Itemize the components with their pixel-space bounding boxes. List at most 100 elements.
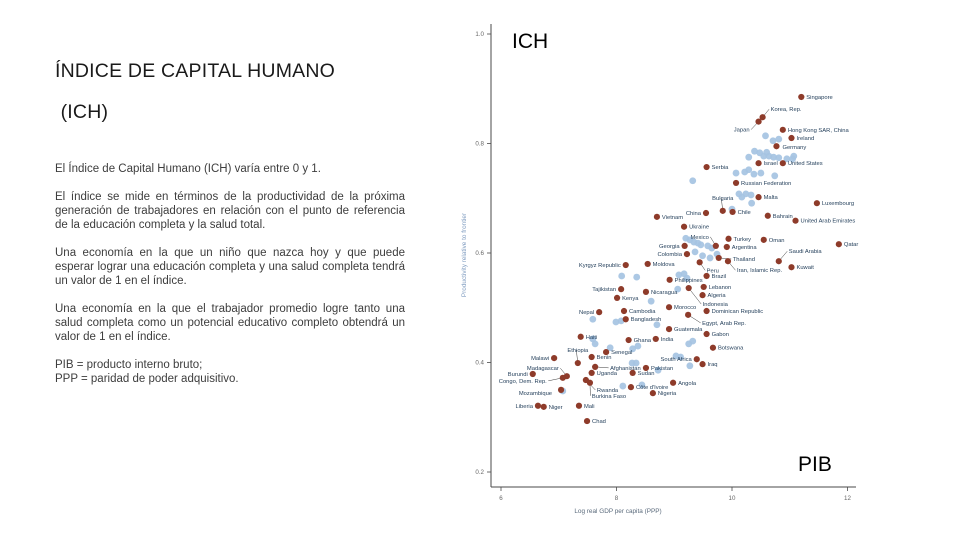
y-tick-label: 0.2 xyxy=(475,469,484,476)
country-dot-vietnam xyxy=(653,213,661,220)
country-label: Bulgaria xyxy=(712,196,734,202)
country-label: Bahrain xyxy=(773,214,793,220)
country-label: Oman xyxy=(769,238,785,244)
country-dot-guatemala xyxy=(665,326,673,333)
country-label: Lebanon xyxy=(709,285,732,291)
country-dot-chad xyxy=(583,417,591,425)
country-label: Malta xyxy=(764,195,779,201)
country-dot-tajikistan xyxy=(618,286,625,293)
scatter-plot-svg: 0.2 0.4 0.6 0.8 1.0 6 8 10 12 Log real GDP per ca… xyxy=(461,24,859,515)
country-label: Colombia xyxy=(657,252,682,258)
country-label: Indonesia xyxy=(703,302,729,308)
country-label: Afghanistan xyxy=(610,366,641,372)
country-label: Thailand xyxy=(733,257,755,263)
country-dot-egypt-arab-rep xyxy=(685,311,692,318)
unlabeled-country-dot xyxy=(771,172,779,180)
country-dot-mozambique xyxy=(557,386,565,393)
country-label: Bangladesh xyxy=(631,317,662,323)
country-dot-benin xyxy=(588,353,595,361)
country-dot-bulgaria xyxy=(719,207,726,214)
country-label: Liberia xyxy=(516,404,534,410)
unlabeled-country-dot xyxy=(591,340,599,348)
unlabeled-country-dot xyxy=(697,241,705,249)
leader-line xyxy=(688,287,702,305)
country-label: Burkina Faso xyxy=(592,394,626,400)
country-dot-ghana xyxy=(625,336,632,344)
country-label: Japan xyxy=(734,128,750,134)
x-tick-label: 10 xyxy=(729,495,736,502)
country-dot-dominican-republic xyxy=(703,307,710,315)
country-label: Kyrgyz Republic xyxy=(579,263,621,269)
country-dot-argentina xyxy=(723,243,730,251)
country-dot-india xyxy=(652,335,659,343)
country-label: Argentina xyxy=(732,245,758,251)
unlabeled-country-dot xyxy=(683,274,691,282)
unlabeled-country-dot xyxy=(747,191,755,199)
country-label: United States xyxy=(788,161,823,167)
country-label: Turkey xyxy=(734,237,752,243)
country-dot-germany xyxy=(773,143,780,150)
country-dot-united-arab-emirates xyxy=(792,217,799,224)
country-label: Korea, Rep. xyxy=(771,107,802,113)
y-tick-label: 1.0 xyxy=(475,31,484,38)
country-dot-iran-islamic-rep xyxy=(724,258,732,265)
unlabeled-country-dot xyxy=(632,359,640,367)
slide-title-line2: (ICH) xyxy=(55,100,109,123)
country-dot-saudi-arabia xyxy=(775,258,782,265)
slide-title-line1: ÍNDICE DE CAPITAL HUMANO xyxy=(55,60,335,82)
country-label: United Arab Emirates xyxy=(801,219,856,225)
country-dot-nicaragua xyxy=(642,288,650,295)
country-dot-liberia xyxy=(534,402,542,409)
country-dot-ukraine xyxy=(680,223,688,230)
country-label: Qatar xyxy=(844,242,859,248)
country-dot-haiti xyxy=(577,333,584,340)
country-dot-pakistan xyxy=(642,364,650,372)
country-dot-malawi xyxy=(551,355,558,362)
country-dot-morocco xyxy=(665,304,673,311)
unlabeled-country-dot xyxy=(732,169,740,177)
country-label: Côte d'Ivoire xyxy=(636,385,668,391)
country-label: Vietnam xyxy=(662,215,683,221)
x-tick-label: 6 xyxy=(499,495,503,502)
country-label: Kuwait xyxy=(796,265,814,271)
country-label: Mali xyxy=(584,404,595,410)
country-dot-chile xyxy=(729,208,736,216)
unlabeled-country-dot xyxy=(685,340,693,348)
x-tick-label: 12 xyxy=(844,495,851,502)
country-label: Peru xyxy=(707,268,719,274)
country-label: Ethiopia xyxy=(567,348,589,354)
country-dot-singapore xyxy=(798,93,805,101)
country-dot-algeria xyxy=(699,292,706,299)
country-label: Ukraine xyxy=(689,225,709,231)
country-label: Madagascar xyxy=(527,366,559,372)
country-dot-nepal xyxy=(596,309,603,316)
country-dot-gabon xyxy=(703,330,710,338)
unlabeled-country-dot xyxy=(757,169,765,177)
body-paragraph: PIB = producto interno bruto; PPP = pari… xyxy=(55,359,239,386)
country-dot-sudan xyxy=(629,369,636,377)
unlabeled-country-dot xyxy=(735,190,743,198)
country-dot-mali xyxy=(575,402,583,409)
country-dot-cambodia xyxy=(620,307,628,315)
unlabeled-country-dot xyxy=(677,353,685,361)
country-label: Senegal xyxy=(611,350,632,356)
country-label: Nicaragua xyxy=(651,290,678,296)
country-dot-burkina-faso xyxy=(586,379,594,386)
country-dot-angola xyxy=(669,379,677,386)
country-label: Guatemala xyxy=(674,327,703,333)
country-label: Gabon xyxy=(712,332,729,338)
unlabeled-country-dot xyxy=(653,321,661,329)
country-label: Brazil xyxy=(712,274,727,280)
country-dot-china xyxy=(702,209,710,217)
unlabeled-country-dot xyxy=(633,273,641,281)
country-dot-malta xyxy=(755,194,762,201)
country-label: Iran, Islamic Rep. xyxy=(737,268,782,274)
country-label: Egypt, Arab Rep. xyxy=(702,321,746,327)
country-label: Uganda xyxy=(597,371,618,377)
country-label: Algeria xyxy=(708,293,727,299)
unlabeled-country-dot xyxy=(775,135,783,143)
country-dot-congo-dem-rep xyxy=(559,374,566,381)
unlabeled-country-dot xyxy=(654,366,662,374)
country-dot-qatar xyxy=(835,241,842,248)
